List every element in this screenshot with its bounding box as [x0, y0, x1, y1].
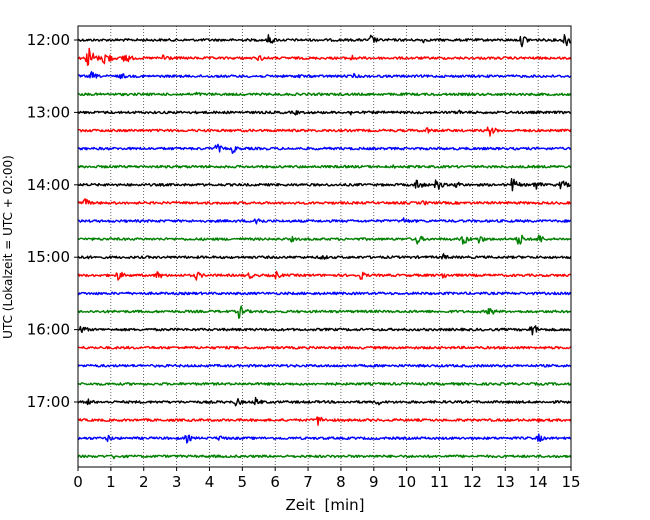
x-tick-label: 2 — [139, 473, 149, 491]
x-tick-label: 11 — [430, 473, 449, 491]
x-tick-label: 12 — [463, 473, 482, 491]
trace-rows — [77, 34, 572, 460]
trace-row — [77, 454, 572, 460]
trace-row — [77, 416, 572, 426]
trace-row — [77, 109, 571, 116]
y-axis: 12:00 13:00 14:00 15:00 16:00 17:00 — [27, 31, 78, 411]
x-tick-label: 14 — [529, 473, 548, 491]
x-tick-label: 13 — [496, 473, 515, 491]
y-axis-label: UTC (Lokalzeit = UTC + 02:00) — [1, 155, 15, 339]
y-tick-label: 13:00 — [27, 103, 70, 121]
x-axis-label: Zeit [min] — [285, 496, 364, 514]
trace-row — [77, 34, 572, 48]
trace-row — [77, 198, 571, 206]
x-tick-label: 5 — [238, 473, 248, 491]
x-axis: 0 1 2 3 4 5 6 7 8 9 10 11 12 13 14 15 — [73, 467, 581, 491]
trace-row — [77, 164, 572, 169]
trace-row — [77, 291, 572, 296]
x-tick-label: 0 — [73, 473, 83, 491]
x-tick-label: 8 — [336, 473, 346, 491]
trace-row — [77, 234, 572, 245]
x-tick-label: 9 — [369, 473, 379, 491]
y-tick-label: 14:00 — [27, 176, 70, 194]
trace-row — [77, 305, 572, 319]
x-tick-label: 10 — [397, 473, 416, 491]
y-tick-label: 15:00 — [27, 248, 70, 266]
trace-row — [77, 396, 572, 407]
x-tick-label: 7 — [303, 473, 313, 491]
trace-row — [77, 253, 572, 260]
trace-row — [77, 143, 572, 154]
x-tick-label: 6 — [270, 473, 280, 491]
x-tick-label: 1 — [106, 473, 116, 491]
trace-row — [77, 47, 572, 66]
trace-row — [77, 126, 572, 137]
y-tick-label: 16:00 — [27, 321, 70, 339]
trace-row — [77, 217, 572, 225]
trace-row — [77, 363, 572, 368]
trace-row — [77, 382, 572, 386]
plot-frame — [77, 25, 572, 468]
y-tick-label: 17:00 — [27, 393, 70, 411]
trace-row — [77, 325, 571, 336]
trace-row — [77, 178, 571, 192]
x-tick-label: 3 — [172, 473, 182, 491]
trace-row — [77, 433, 572, 444]
trace-row — [77, 91, 572, 97]
trace-row — [77, 345, 572, 350]
y-tick-label: 12:00 — [27, 31, 70, 49]
x-tick-label: 4 — [205, 473, 215, 491]
trace-row — [77, 270, 572, 281]
x-tick-label: 15 — [561, 473, 580, 491]
trace-row — [78, 71, 572, 80]
